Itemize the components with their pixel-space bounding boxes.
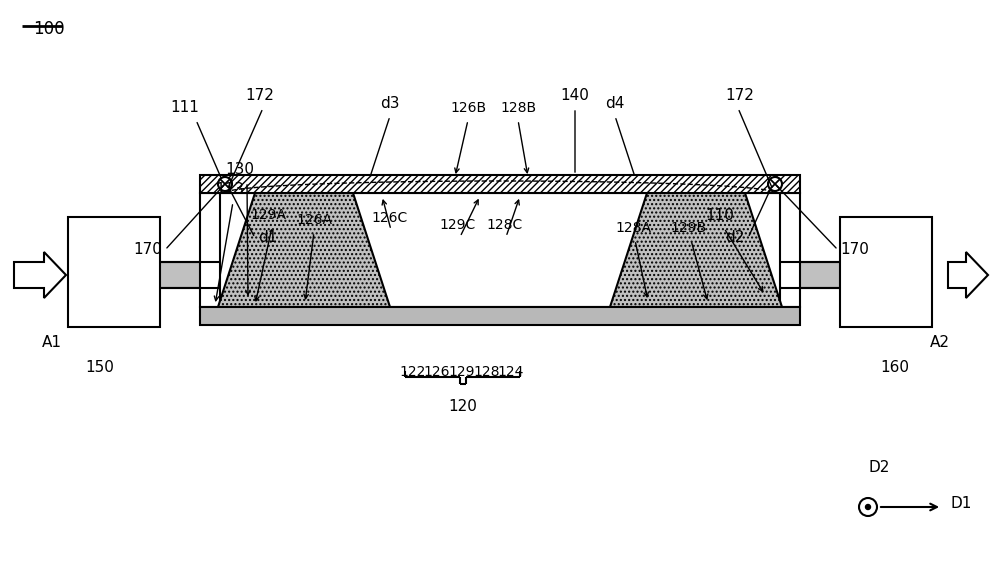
Polygon shape — [218, 193, 390, 307]
Circle shape — [859, 498, 877, 516]
FancyArrow shape — [14, 252, 66, 298]
Polygon shape — [610, 193, 782, 307]
Text: D2: D2 — [868, 460, 889, 475]
Text: 170: 170 — [133, 243, 162, 258]
Text: 128B: 128B — [500, 101, 536, 115]
Text: 130: 130 — [226, 162, 254, 177]
Circle shape — [768, 177, 782, 191]
Polygon shape — [218, 288, 220, 307]
Text: 126C: 126C — [372, 211, 408, 225]
Polygon shape — [780, 288, 782, 307]
Circle shape — [218, 177, 232, 191]
Text: 160: 160 — [881, 360, 910, 375]
Text: 100: 100 — [33, 20, 65, 38]
Text: 128A: 128A — [615, 221, 651, 235]
Bar — [200, 175, 800, 193]
Text: 172: 172 — [246, 88, 274, 103]
Text: d3: d3 — [380, 96, 400, 111]
Text: d1: d1 — [258, 229, 277, 244]
Text: d4: d4 — [605, 96, 625, 111]
Text: 129: 129 — [449, 365, 475, 379]
Text: 126: 126 — [424, 365, 450, 379]
Bar — [200, 193, 220, 307]
Text: 110: 110 — [706, 208, 734, 223]
Text: 126A: 126A — [296, 213, 332, 227]
Text: 140: 140 — [561, 88, 589, 103]
Text: 129C: 129C — [440, 218, 476, 232]
Bar — [840, 217, 932, 327]
Text: 122: 122 — [400, 365, 426, 379]
Text: 150: 150 — [86, 360, 114, 375]
Text: 124: 124 — [498, 365, 524, 379]
Text: 126B: 126B — [450, 101, 486, 115]
Text: A1: A1 — [42, 335, 62, 350]
Text: A2: A2 — [930, 335, 950, 350]
Text: d2: d2 — [726, 229, 745, 244]
Text: 111: 111 — [171, 100, 199, 115]
Bar — [200, 307, 800, 325]
Text: 170: 170 — [840, 243, 869, 258]
Text: 113: 113 — [216, 182, 244, 197]
Text: 129A: 129A — [250, 208, 286, 222]
Bar — [780, 193, 800, 307]
Text: 128C: 128C — [487, 218, 523, 232]
Text: 128: 128 — [474, 365, 500, 379]
Circle shape — [866, 504, 870, 509]
Text: D1: D1 — [950, 496, 971, 511]
FancyArrow shape — [948, 252, 988, 298]
Bar — [68, 217, 160, 327]
Text: 172: 172 — [726, 88, 754, 103]
Bar — [780, 262, 841, 288]
Bar — [160, 262, 221, 288]
Text: 120: 120 — [448, 399, 477, 414]
Text: 129B: 129B — [670, 221, 706, 235]
